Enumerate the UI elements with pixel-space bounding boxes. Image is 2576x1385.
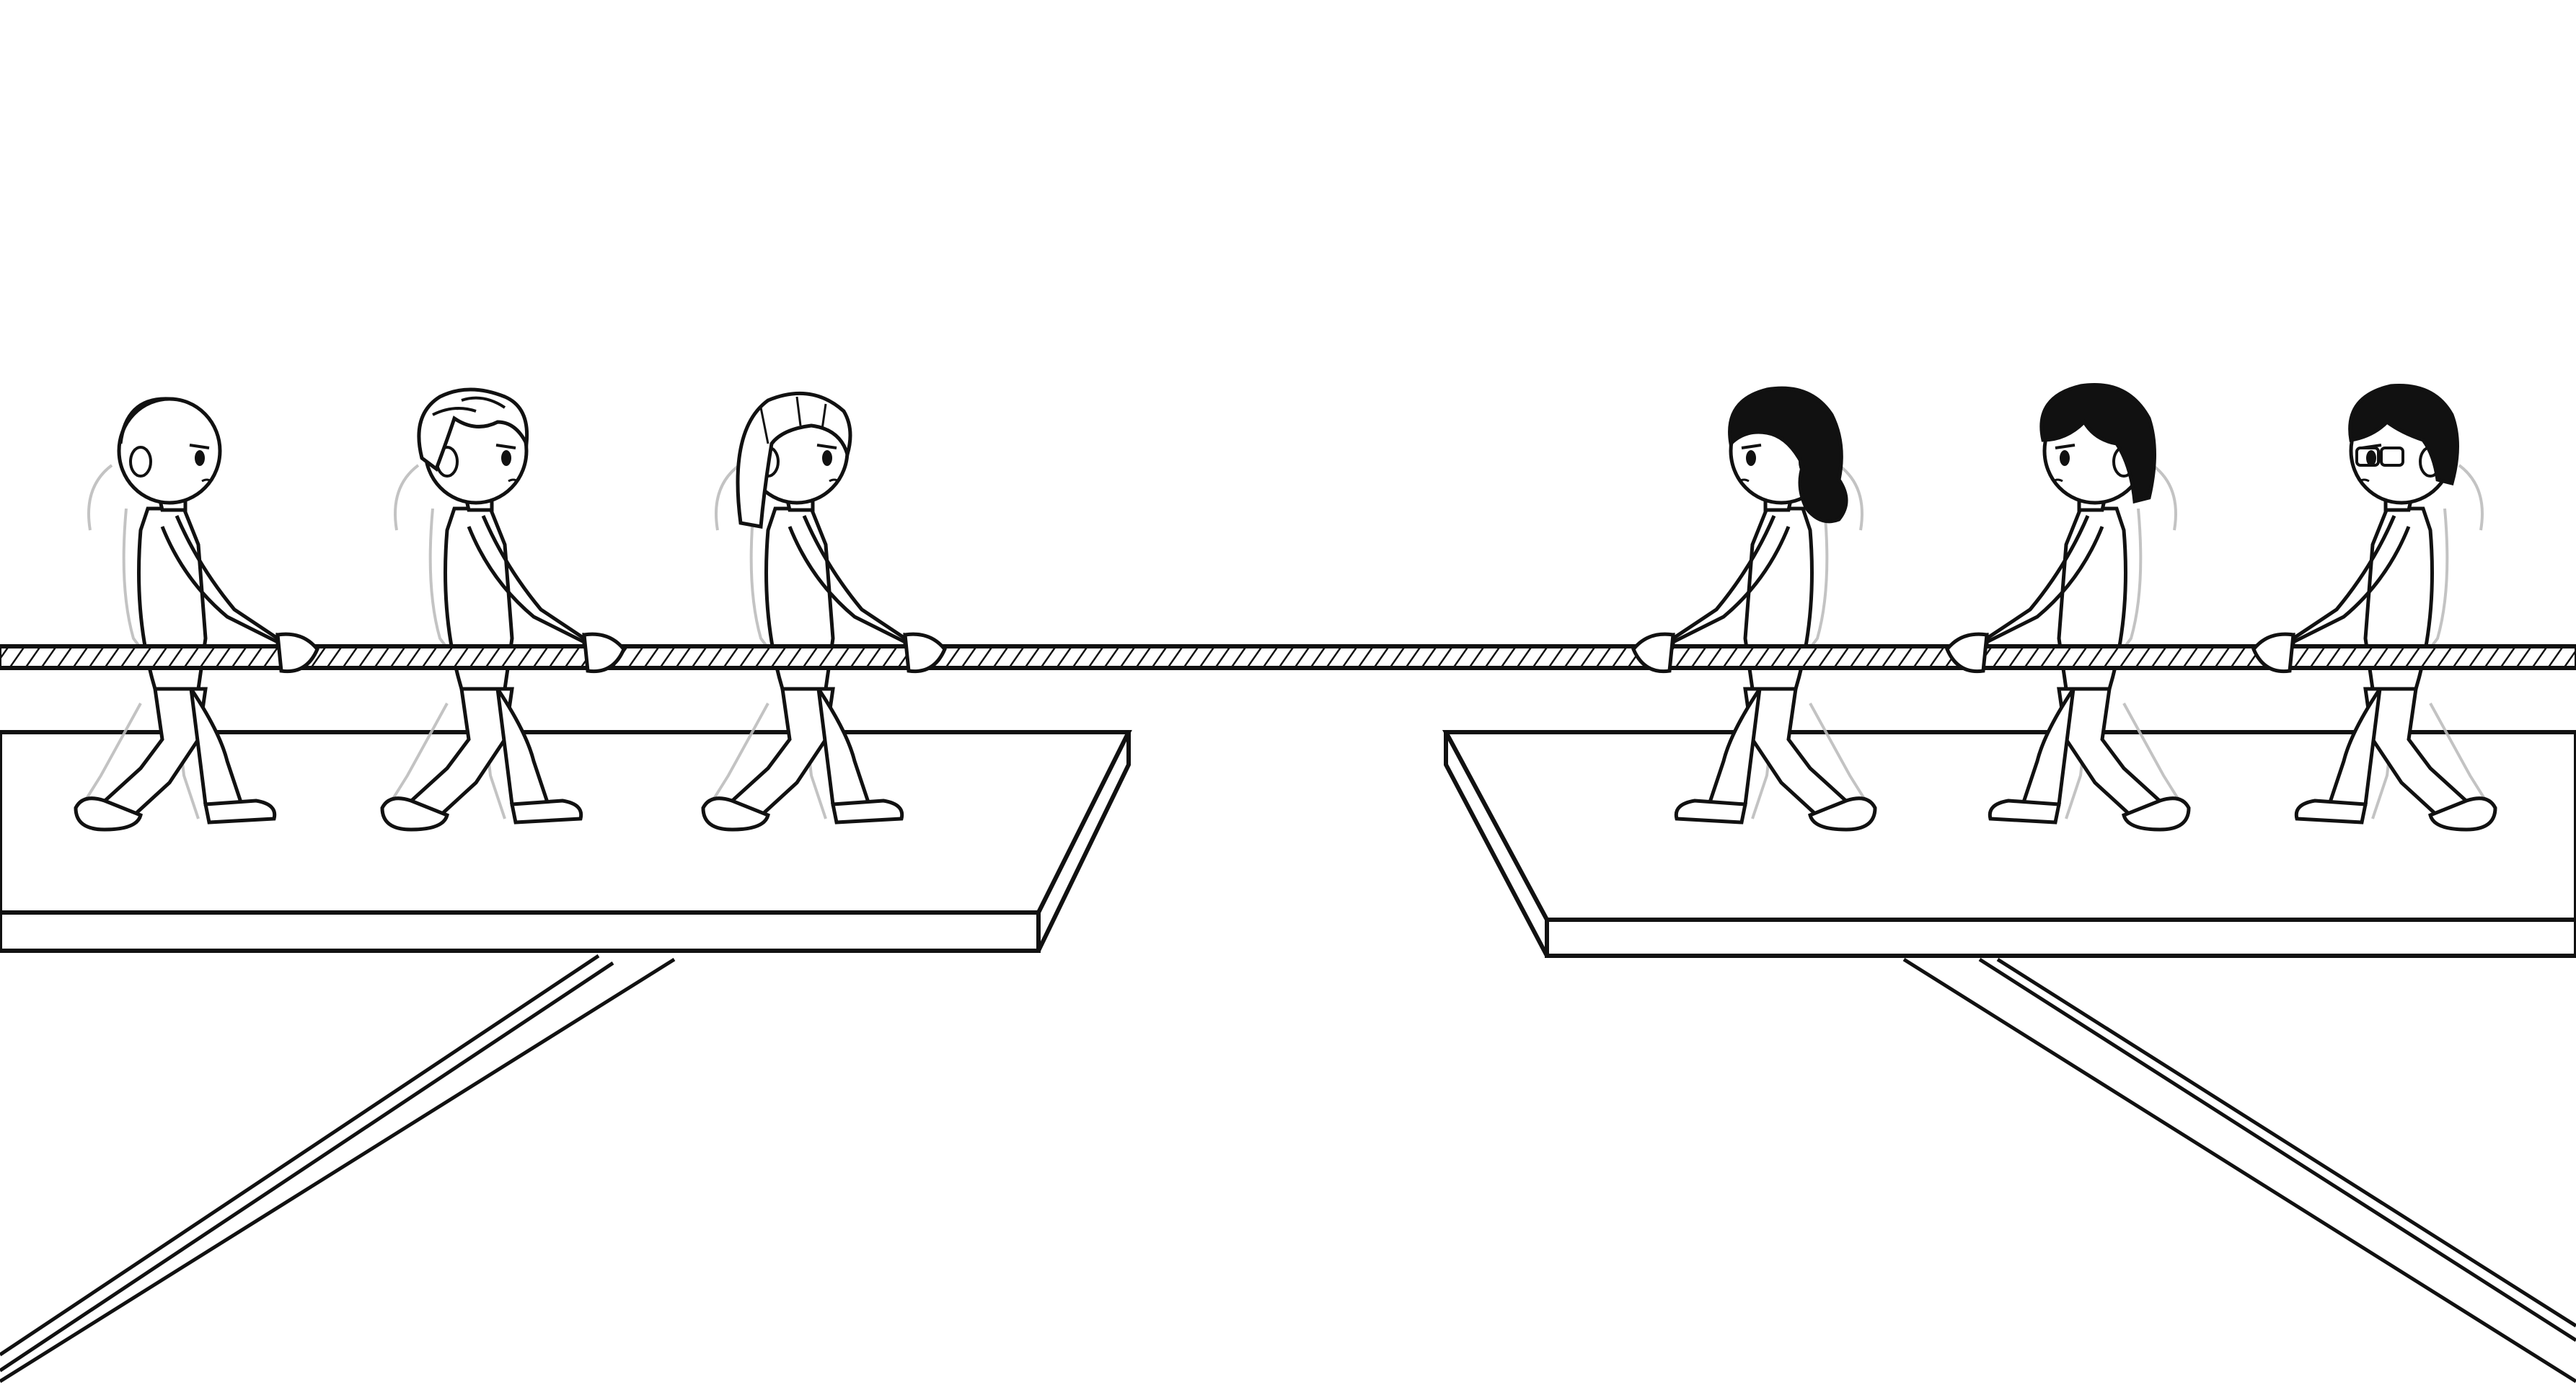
grip-left-1 — [275, 632, 319, 674]
left-support-beam — [0, 954, 676, 1384]
grip-left-2 — [582, 632, 626, 674]
grip-right-1 — [1631, 632, 1675, 674]
person-glasses-dark-hair — [2264, 384, 2495, 830]
rope-grips — [275, 632, 2295, 674]
person-messy-hair — [382, 387, 613, 830]
curly-dark-hair-icon — [1728, 386, 1848, 524]
person-bob-hair — [703, 391, 934, 830]
grip-left-3 — [903, 632, 947, 674]
glasses-icon — [2355, 447, 2404, 467]
left-team — [76, 387, 934, 830]
person-bald — [76, 397, 306, 830]
person-medium-dark-hair — [1958, 383, 2189, 830]
right-team — [1644, 383, 2495, 830]
rope — [0, 644, 2576, 670]
right-support-beam — [1902, 957, 2576, 1384]
grip-right-2 — [1945, 632, 1989, 674]
medium-dark-hair-icon — [2039, 383, 2156, 504]
grip-right-3 — [2251, 632, 2295, 674]
bald-head-outline — [118, 397, 170, 444]
short-dark-hair-icon — [2348, 384, 2459, 486]
person-curly-dark-hair — [1644, 386, 1875, 830]
